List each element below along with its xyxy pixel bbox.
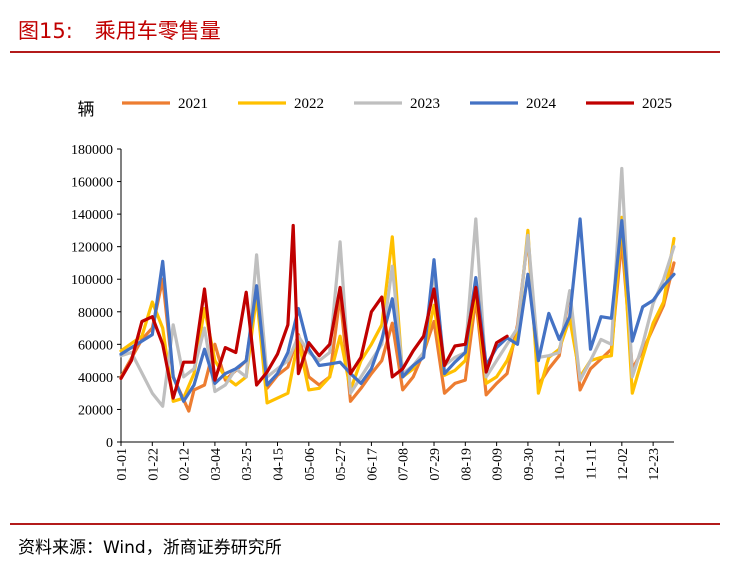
series-line-2024 — [119, 217, 676, 403]
x-tick-label: 09-30 — [522, 448, 537, 481]
x-tick-label: 12-23 — [647, 448, 662, 481]
x-tick-label: 07-29 — [428, 448, 443, 481]
legend-label-2025: 2025 — [642, 96, 672, 112]
x-tick-label: 03-25 — [240, 448, 255, 481]
y-tick-label: 20000 — [78, 403, 113, 418]
x-tick-label: 01-01 — [115, 448, 130, 481]
source-note: 资料来源：Wind，浙商证券研究所 — [18, 538, 282, 558]
x-tick-label: 07-08 — [397, 448, 412, 481]
x-tick-label: 02-12 — [178, 448, 193, 481]
x-tick-label: 03-04 — [209, 448, 224, 481]
y-axis: 0 20000 40000 60000 80000 100000 120000 140000 1… — [71, 143, 122, 451]
y-tick-label: 0 — [106, 436, 113, 451]
y-tick-label: 100000 — [71, 273, 113, 288]
x-tick-label: 05-06 — [303, 448, 318, 481]
x-tick-label: 06-17 — [365, 448, 380, 481]
y-tick-label: 80000 — [78, 306, 113, 321]
legend-label-2023: 2023 — [410, 96, 440, 112]
bottom-rule — [10, 523, 720, 525]
x-tick-label: 04-15 — [272, 448, 287, 481]
x-tick-label: 05-27 — [334, 448, 349, 481]
x-axis: 01-01 01-22 02-12 03-04 03-25 04-15 05-06 05-27… — [115, 441, 674, 481]
y-tick-label: 120000 — [71, 241, 113, 256]
series-group — [119, 166, 676, 413]
legend-label-2022: 2022 — [294, 96, 324, 112]
y-tick-label: 60000 — [78, 338, 113, 353]
y-tick-label: 180000 — [71, 143, 113, 158]
x-tick-label: 01-22 — [146, 448, 161, 481]
y-tick-label: 40000 — [78, 371, 113, 386]
series-line-2025 — [119, 223, 509, 400]
retail-sales-line-chart: 2021 2022 2023 2024 2025 辆 0 20000 40000 60000 8… — [71, 96, 676, 481]
y-tick-label: 160000 — [71, 176, 113, 191]
x-tick-label: 10-21 — [553, 448, 568, 481]
y-tick-label: 140000 — [71, 208, 113, 223]
x-tick-label: 12-02 — [616, 448, 631, 481]
x-tick-label: 08-19 — [459, 448, 474, 481]
chart-legend: 2021 2022 2023 2024 2025 — [122, 96, 672, 112]
top-rule — [10, 51, 720, 53]
figure-number: 图15: — [18, 19, 73, 43]
figure-caption: 乘用车零售量 — [94, 19, 221, 43]
x-tick-label: 11-11 — [585, 448, 600, 480]
legend-label-2024: 2024 — [526, 96, 557, 112]
y-axis-unit-label: 辆 — [78, 100, 95, 119]
figure-title: 图15: 乘用车零售量 — [18, 15, 221, 45]
legend-label-2021: 2021 — [178, 96, 208, 112]
x-tick-label: 09-09 — [491, 448, 506, 481]
